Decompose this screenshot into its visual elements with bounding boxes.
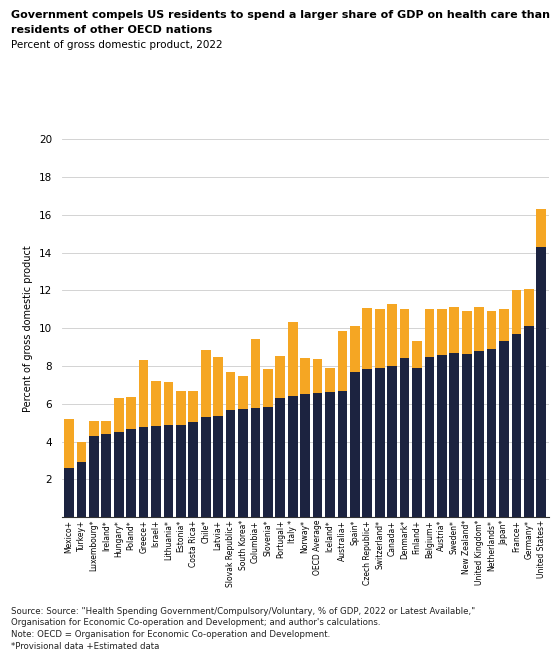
Bar bbox=[276, 355, 285, 398]
Bar bbox=[189, 391, 198, 422]
Bar bbox=[300, 359, 310, 394]
Bar bbox=[388, 366, 397, 517]
Bar bbox=[189, 422, 198, 517]
Bar bbox=[114, 432, 124, 517]
Text: residents of other OECD nations: residents of other OECD nations bbox=[11, 25, 212, 34]
Bar bbox=[375, 368, 385, 517]
Bar bbox=[101, 434, 111, 517]
Bar bbox=[350, 372, 360, 517]
Bar bbox=[251, 339, 260, 408]
Bar bbox=[139, 428, 148, 517]
Bar bbox=[424, 357, 435, 517]
Bar bbox=[176, 424, 186, 517]
Bar bbox=[288, 322, 297, 396]
Bar bbox=[313, 393, 323, 517]
Bar bbox=[487, 311, 497, 349]
Bar bbox=[89, 436, 99, 517]
Bar bbox=[424, 309, 435, 357]
Bar bbox=[350, 326, 360, 372]
Bar bbox=[499, 341, 509, 517]
Bar bbox=[313, 359, 323, 393]
Bar bbox=[462, 353, 472, 517]
Bar bbox=[499, 309, 509, 341]
Bar bbox=[238, 377, 248, 410]
Text: Government compels US residents to spend a larger share of GDP on health care th: Government compels US residents to spend… bbox=[11, 10, 550, 20]
Bar bbox=[226, 372, 235, 410]
Bar bbox=[450, 353, 459, 517]
Bar bbox=[325, 368, 335, 392]
Bar bbox=[512, 290, 521, 334]
Bar bbox=[201, 350, 211, 417]
Bar bbox=[474, 351, 484, 517]
Bar bbox=[288, 396, 297, 517]
Bar bbox=[362, 308, 372, 369]
Bar bbox=[536, 209, 546, 247]
Bar bbox=[213, 416, 223, 517]
Bar bbox=[127, 429, 136, 517]
Bar bbox=[213, 357, 223, 416]
Bar bbox=[437, 309, 447, 355]
Bar bbox=[263, 406, 273, 517]
Bar bbox=[388, 304, 397, 366]
Bar bbox=[536, 247, 546, 517]
Bar bbox=[64, 419, 74, 468]
Bar bbox=[276, 398, 285, 517]
Bar bbox=[325, 392, 335, 517]
Bar bbox=[512, 334, 521, 517]
Bar bbox=[238, 410, 248, 517]
Bar bbox=[127, 397, 136, 429]
Bar bbox=[64, 468, 74, 517]
Bar bbox=[437, 355, 447, 517]
Bar bbox=[450, 308, 459, 353]
Bar bbox=[101, 421, 111, 434]
Bar bbox=[263, 369, 273, 406]
Bar bbox=[176, 391, 186, 424]
Bar bbox=[338, 331, 347, 391]
Y-axis label: Percent of gross domestic product: Percent of gross domestic product bbox=[23, 245, 33, 412]
Bar bbox=[226, 410, 235, 517]
Bar bbox=[362, 369, 372, 517]
Bar bbox=[375, 309, 385, 368]
Bar bbox=[412, 368, 422, 517]
Bar bbox=[139, 360, 148, 428]
Bar bbox=[524, 288, 534, 326]
Bar bbox=[89, 421, 99, 436]
Bar bbox=[251, 408, 260, 517]
Text: Percent of gross domestic product, 2022: Percent of gross domestic product, 2022 bbox=[11, 40, 223, 50]
Bar bbox=[412, 341, 422, 368]
Bar bbox=[164, 426, 174, 517]
Bar bbox=[164, 382, 174, 426]
Bar bbox=[524, 326, 534, 517]
Text: Source: Source: "Health Spending Government/Compulsory/Voluntary, % of GDP, 2022: Source: Source: "Health Spending Governm… bbox=[11, 607, 475, 651]
Bar bbox=[400, 359, 409, 517]
Bar bbox=[114, 398, 124, 432]
Bar bbox=[77, 462, 86, 517]
Bar bbox=[400, 309, 409, 359]
Bar bbox=[487, 349, 497, 517]
Bar bbox=[201, 417, 211, 517]
Bar bbox=[77, 442, 86, 462]
Bar bbox=[338, 391, 347, 517]
Bar bbox=[151, 426, 161, 517]
Bar bbox=[474, 308, 484, 351]
Bar bbox=[462, 311, 472, 353]
Bar bbox=[300, 394, 310, 517]
Bar bbox=[151, 381, 161, 426]
